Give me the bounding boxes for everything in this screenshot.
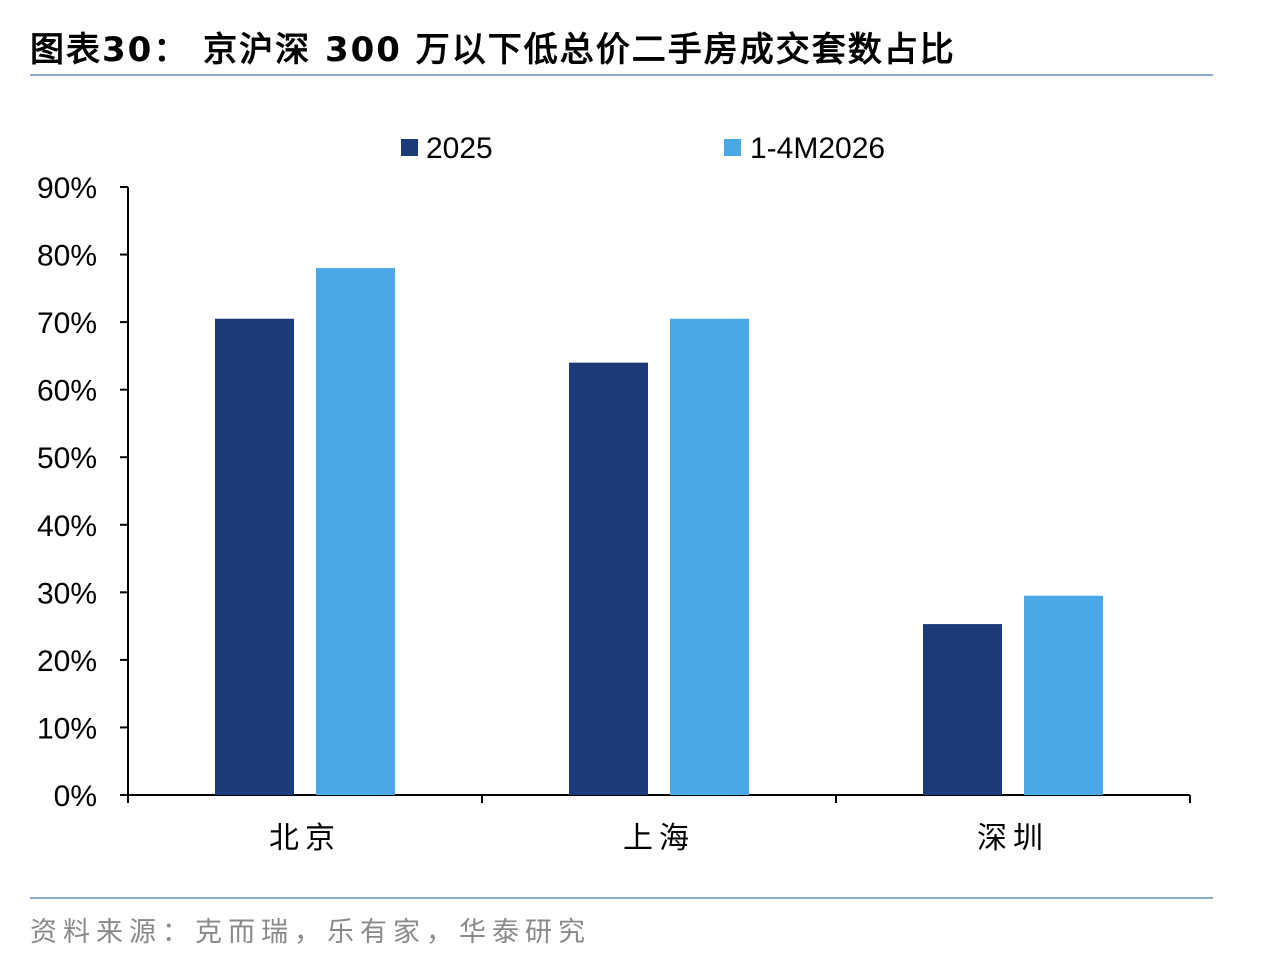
bar-2025-深圳 [923,624,1002,795]
y-tick-label: 70% [37,307,97,340]
y-tick-label: 0% [54,780,97,813]
bar-2025-北京 [215,318,294,795]
bar-1-4M2026-深圳 [1024,595,1103,795]
bars [215,268,1103,796]
y-axis: 0% 10% 20% 30% 40% 50% 60% 70% 80% 90% [37,172,129,813]
bar-2025-上海 [569,362,648,795]
y-tick-label: 10% [37,712,97,745]
y-tick-label: 90% [37,172,97,205]
y-tick-label: 60% [37,375,97,408]
x-tick-label: 上海 [623,821,695,856]
y-tick-label: 30% [37,577,97,610]
x-axis: 北京 上海 深圳 [127,794,1191,856]
y-tick-label: 50% [37,442,97,475]
legend-label: 1-4M2026 [750,132,885,165]
title-divider [30,74,1213,76]
bar-1-4M2026-上海 [670,318,749,795]
legend-swatch [401,139,418,156]
legend-swatch [724,139,741,156]
x-tick-label: 北京 [269,821,341,856]
legend-label: 2025 [426,132,493,165]
chart-title: 图表30： 京沪深 300 万以下低总价二手房成交套数占比 [30,30,956,70]
y-tick-label: 80% [37,240,97,273]
footer-divider [30,897,1213,899]
legend: 2025 1-4M2026 [401,132,885,165]
source-note: 资料来源：克而瑞，乐有家，华泰研究 [30,917,591,948]
bar-1-4M2026-北京 [316,268,395,796]
y-tick-label: 40% [37,510,97,543]
x-tick-label: 深圳 [977,821,1049,856]
y-tick-label: 20% [37,645,97,678]
